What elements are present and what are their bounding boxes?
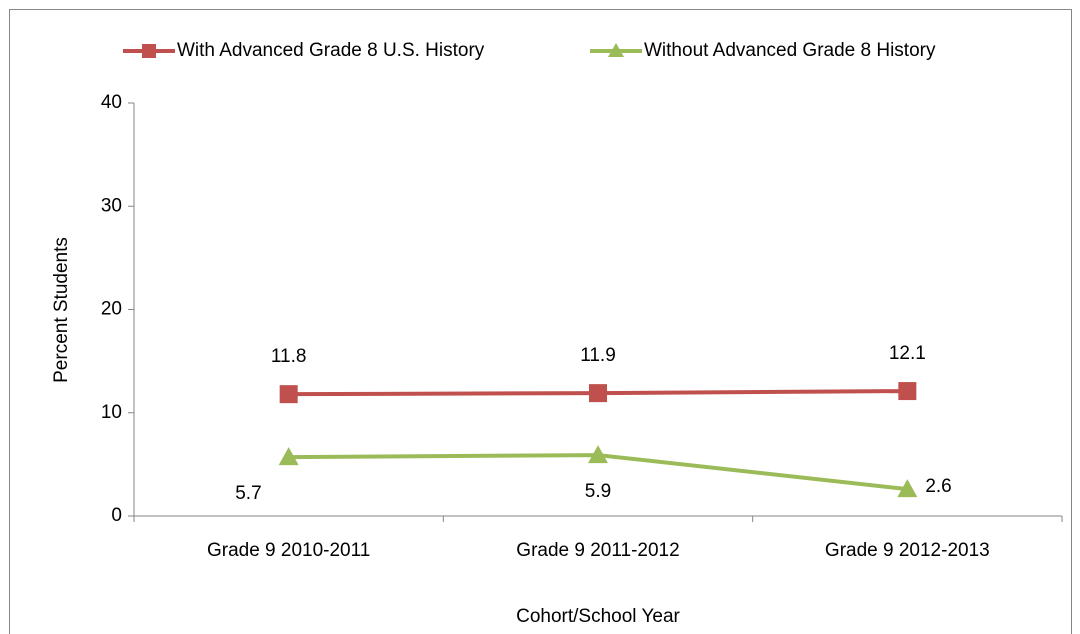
legend-marker (142, 44, 156, 58)
marker (897, 479, 918, 498)
x-axis-title: Cohort/School Year (516, 606, 680, 627)
marker (589, 384, 607, 403)
legend-label: Without Advanced Grade 8 History (644, 40, 936, 61)
y-tick-label: 0 (111, 505, 122, 526)
marker (898, 382, 917, 401)
chart-border (9, 9, 1072, 634)
x-tick-label: Grade 9 2011-2012 (516, 540, 679, 561)
data-label: 12.1 (889, 343, 926, 364)
y-tick-label: 30 (101, 195, 122, 216)
marker (279, 385, 298, 404)
x-tick-label: Grade 9 2010-2011 (207, 540, 370, 561)
x-tick-label: Grade 9 2012-2013 (825, 540, 990, 561)
data-label: 5.7 (235, 483, 261, 504)
legend-label: With Advanced Grade 8 U.S. History (177, 40, 485, 61)
legend-marker (608, 43, 624, 57)
data-label: 2.6 (925, 476, 951, 497)
data-label: 11.8 (271, 346, 307, 367)
marker (278, 447, 299, 466)
y-tick-label: 20 (101, 299, 122, 320)
y-tick-label: 40 (101, 92, 122, 113)
marker (588, 445, 608, 464)
data-label: 11.9 (580, 345, 616, 366)
y-tick-label: 10 (101, 402, 122, 423)
y-axis-title: Percent Students (51, 237, 72, 383)
data-label: 5.9 (585, 481, 611, 502)
